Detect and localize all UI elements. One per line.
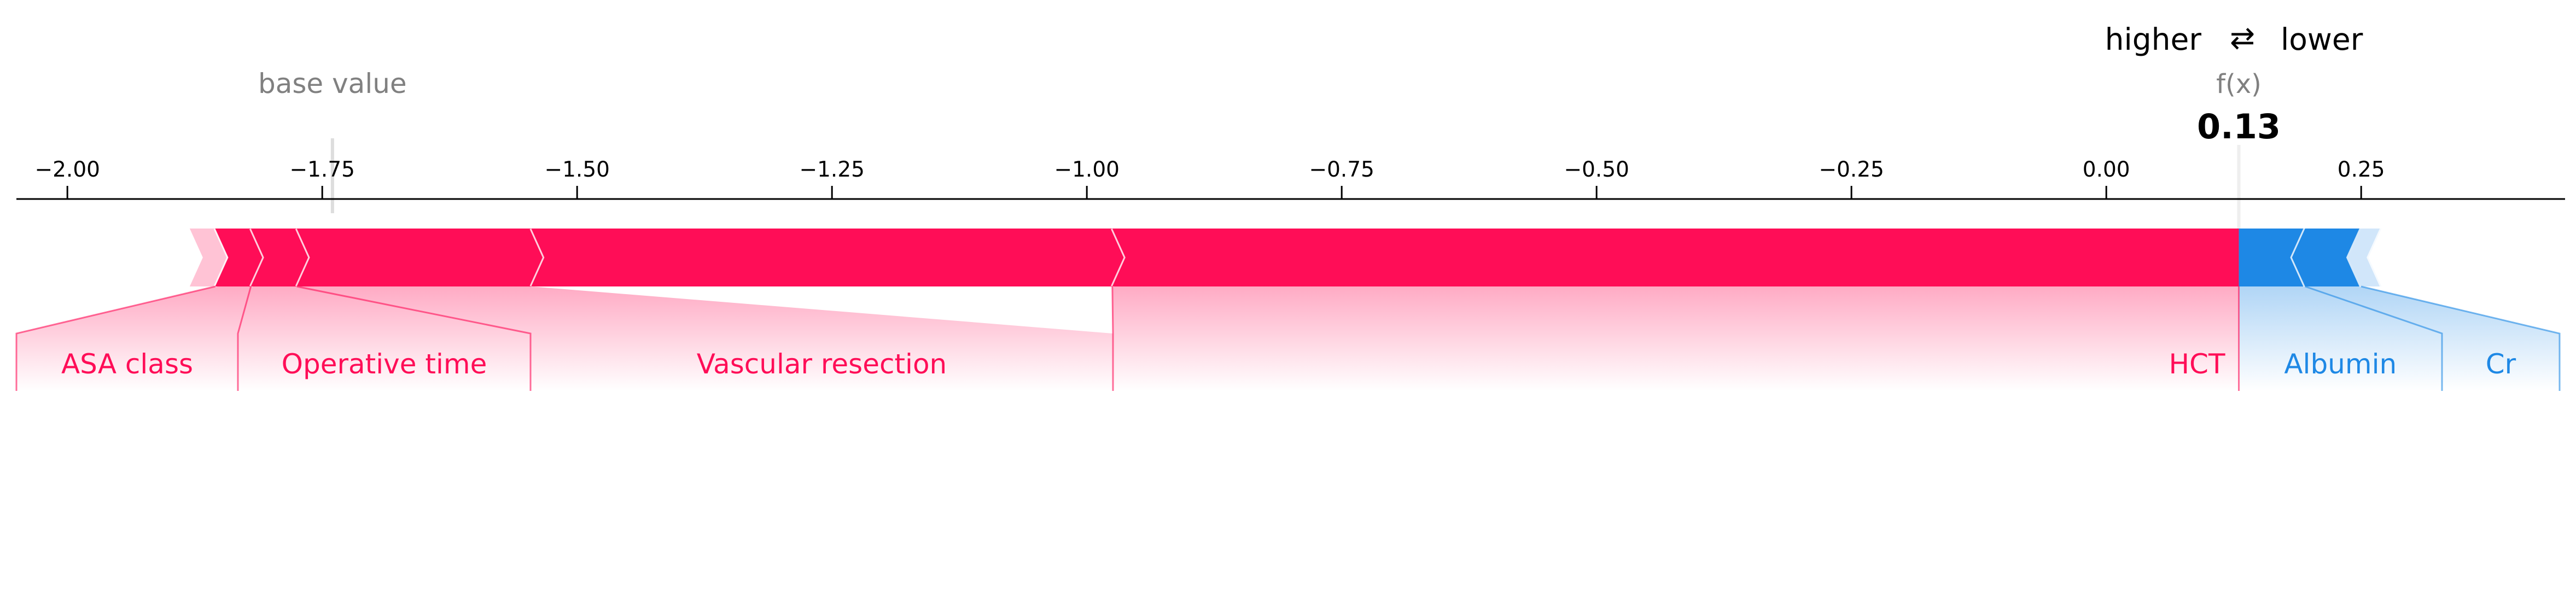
positive-feature-band <box>16 286 251 391</box>
positive-feature-segment <box>189 229 229 286</box>
feature-labels: ASA class Operative time Vascular resectio… <box>61 348 2516 380</box>
segment-separator <box>2367 227 2383 288</box>
x-tick-label: −1.50 <box>544 157 610 182</box>
label-connectors <box>15 285 2561 391</box>
positive-feature-segment <box>531 229 1126 286</box>
legend-higher-label: higher <box>2105 22 2202 57</box>
positive-feature-band <box>238 286 531 391</box>
label-connector <box>237 286 252 391</box>
positive-feature-band <box>1112 286 2239 391</box>
swap-arrows-icon: ⇄ <box>2230 20 2255 55</box>
positive-feature-segment <box>215 229 264 286</box>
feature-label: ASA class <box>61 348 193 380</box>
x-tick-label: 0.00 <box>2083 157 2130 182</box>
fx-label: f(x) <box>2216 69 2262 99</box>
positive-feature-segment <box>1112 229 2239 286</box>
negative-feature-band <box>2305 286 2560 391</box>
negative-feature-segment <box>2239 229 2305 286</box>
positive-feature-band <box>296 286 1113 391</box>
x-tick-label: 0.25 <box>2338 157 2385 182</box>
base-value-label: base value <box>258 68 407 99</box>
negative-feature-segment <box>2292 229 2362 286</box>
x-tick-label: −1.00 <box>1054 157 1120 182</box>
x-tick-label: −2.00 <box>34 157 100 182</box>
x-tick-label: −0.75 <box>1309 157 1374 182</box>
positive-feature-segment <box>296 229 545 286</box>
x-tick-label: −1.75 <box>289 157 355 182</box>
negative-feature-band <box>2239 286 2442 391</box>
label-connector <box>15 285 215 391</box>
feature-label: HCT <box>2169 348 2225 380</box>
feature-label: Operative time <box>282 348 487 380</box>
feature-label: Albumin <box>2284 348 2397 380</box>
feature-bands <box>16 286 2560 391</box>
feature-segments <box>189 227 2383 288</box>
legend: higher ⇄ lower <box>2105 20 2363 57</box>
fx-value: 0.13 <box>2197 107 2281 147</box>
x-tick-label: −0.50 <box>1564 157 1629 182</box>
feature-label: Cr <box>2486 348 2516 380</box>
label-connector <box>2305 285 2443 391</box>
negative-feature-segment <box>2348 229 2382 286</box>
x-tick-label: −0.25 <box>1819 157 1884 182</box>
label-connector <box>2361 285 2561 391</box>
legend-lower-label: lower <box>2281 22 2363 57</box>
label-connector <box>1111 286 1114 391</box>
feature-label: Vascular resection <box>697 348 947 380</box>
label-connector <box>296 285 532 391</box>
positive-feature-segment <box>250 229 310 286</box>
x-axis-ticks: −2.00 −1.75 −1.50 −1.25 −1.00 −0.75 −0.50 −0.25… <box>34 157 2385 199</box>
x-tick-label: −1.25 <box>799 157 865 182</box>
